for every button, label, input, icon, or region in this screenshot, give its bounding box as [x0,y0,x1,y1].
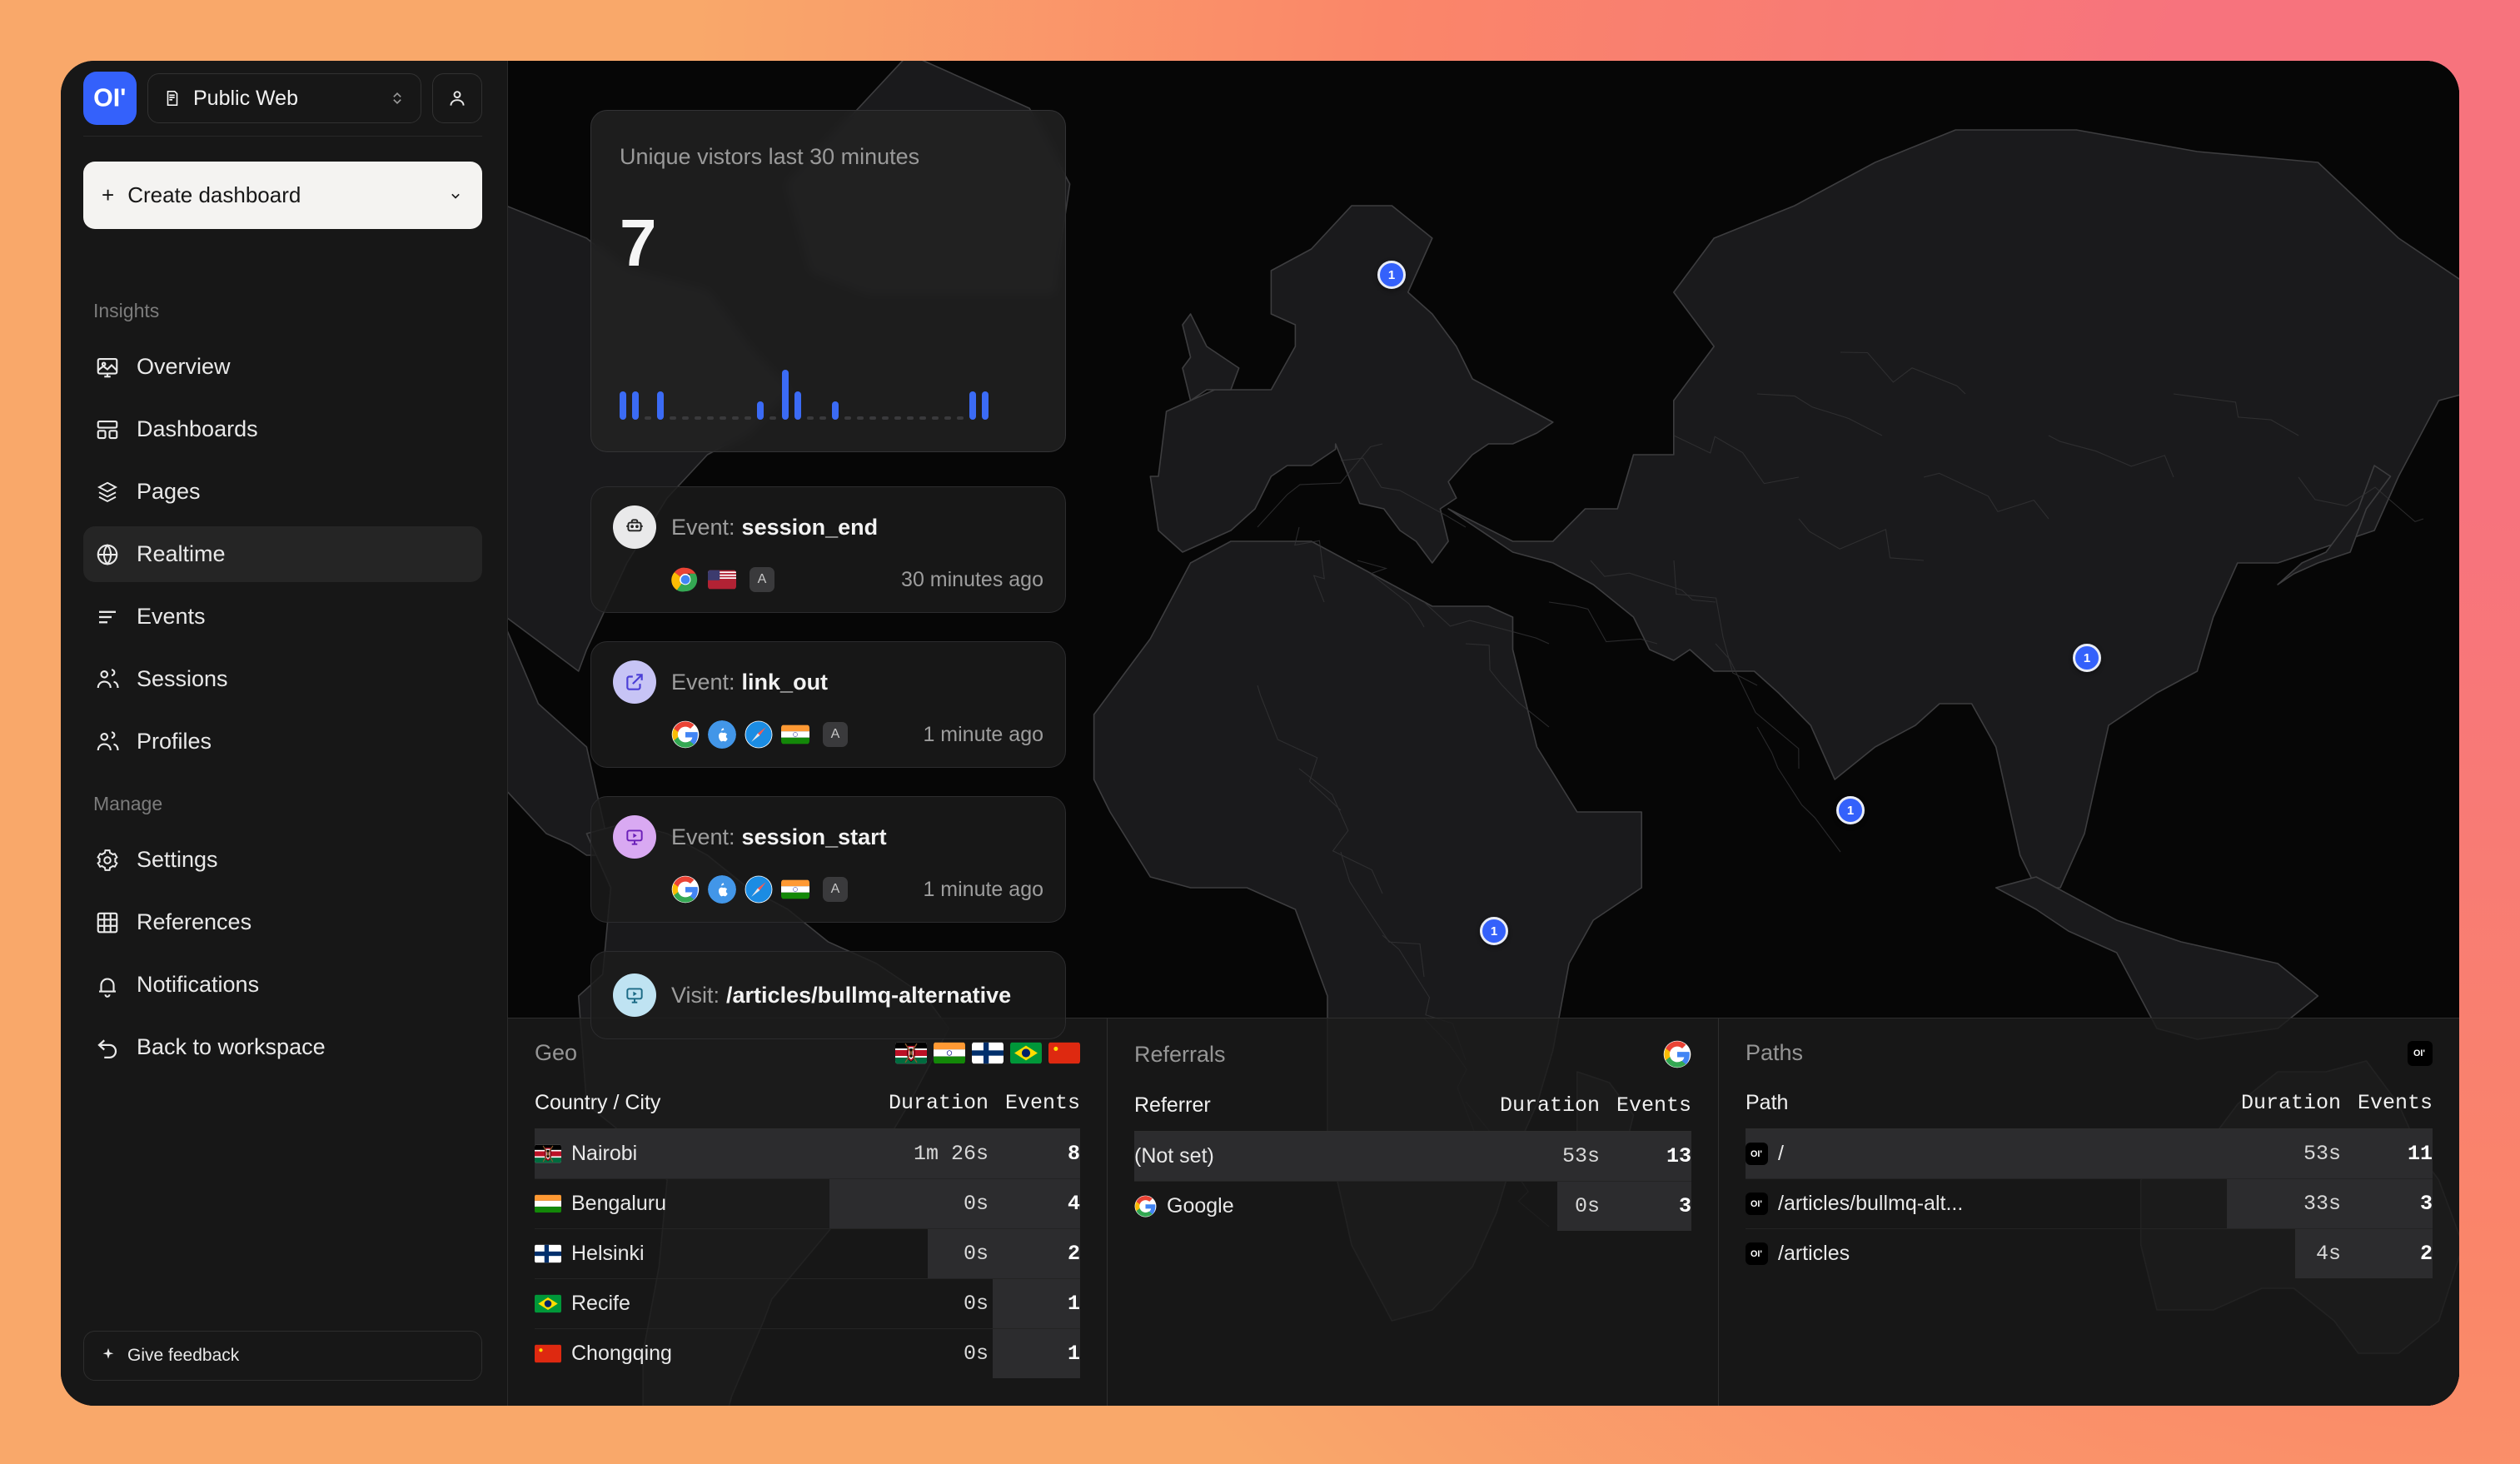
svg-text:OI': OI' [1751,1249,1762,1259]
svg-text:OI': OI' [94,85,126,112]
svg-text:OI': OI' [1751,1149,1762,1159]
svg-text:OI': OI' [1751,1199,1762,1209]
svg-text:OI': OI' [2413,1048,2425,1058]
